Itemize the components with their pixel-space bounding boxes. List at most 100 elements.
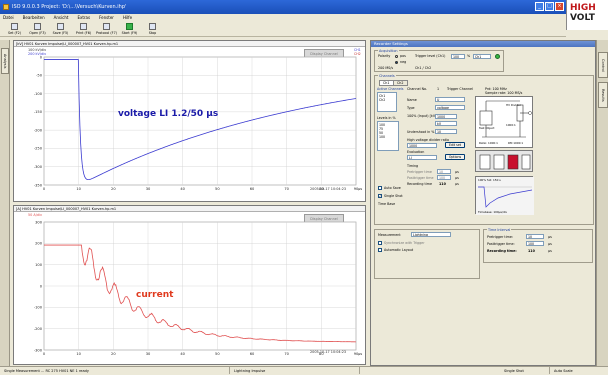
pre-input[interactable]: 10 [526, 234, 544, 239]
toolbar-protocol-button[interactable]: Protocol (F7) [95, 22, 118, 36]
toolbar-print-button[interactable]: Print (F6) [72, 22, 95, 36]
y-tick-label: -200 [34, 128, 43, 132]
measurement-group: Measurement Lightning Synchronize with T… [374, 229, 480, 279]
input-value-field[interactable]: 1000 [435, 114, 457, 119]
status-led-icon [495, 54, 500, 59]
active-channels-list[interactable]: Ch1 Ch2 [377, 92, 397, 112]
posttrigger-input[interactable]: 100 [437, 175, 451, 180]
sample-rate-label: 200 MS/s [378, 66, 394, 70]
y-tick-label: -350 [34, 183, 43, 187]
input-unit-select[interactable]: kV [435, 121, 457, 126]
name-input[interactable]: U [435, 97, 465, 102]
recording-value: 110 [439, 182, 446, 186]
status-auto-scale: Auto Scale [554, 369, 573, 373]
menu-item-file[interactable]: Datei [3, 15, 14, 20]
levels-list[interactable]: 100 75 50 100 [377, 121, 399, 151]
preview-sub: Timebase: 100µs/div [478, 210, 508, 214]
type-select[interactable]: voltage [435, 105, 465, 110]
list-item[interactable]: 100 [379, 135, 386, 139]
toolbar: Set (F2) Open (F3) Save (F5) Print (F6) … [0, 22, 566, 37]
evaluation-select[interactable]: LI [407, 155, 437, 160]
list-item[interactable]: 50 [379, 131, 384, 135]
toolbar-label: Set (F2) [7, 31, 22, 35]
tab-analysis[interactable]: Analysis [1, 48, 9, 74]
voltage-plot-header: [kV] HV01 Kurven Impulse\LI_000007_HV01 … [14, 41, 365, 47]
voltage-scale-2: 200 kV/div [28, 52, 47, 56]
rec-label: Recording time: [487, 249, 517, 253]
toolbar-save-button[interactable]: Save (F5) [49, 22, 72, 36]
samples-label: Ch1 / Ch2 [415, 66, 432, 70]
sync-trigger-label: Synchronize with Trigger [384, 241, 425, 245]
menu-item-help[interactable]: Hilfe [122, 15, 133, 20]
polarity-pos-radio[interactable] [395, 55, 398, 58]
menu-item-extras[interactable]: Extras [77, 15, 91, 20]
close-button[interactable]: × [555, 2, 564, 11]
toolbar-set-button[interactable]: Set (F2) [3, 22, 26, 36]
sync-trigger-checkbox[interactable] [378, 241, 382, 245]
tab-results[interactable]: Results [598, 82, 608, 108]
rec-value: 110 [528, 249, 535, 253]
auto-save-label: Auto Save [384, 186, 401, 190]
tab-ch1[interactable]: Ch1 [379, 80, 394, 86]
trigger-unit-label: % [467, 54, 471, 58]
measurement-select[interactable]: Lightning [411, 232, 451, 237]
post-label: Posttrigger time: [487, 242, 515, 246]
list-item[interactable]: 100 [379, 123, 386, 127]
voltage-ch2-label: CH2 [354, 52, 361, 56]
channel-no-value: 1 [437, 87, 440, 91]
type-label: Type [407, 106, 415, 110]
tab-ch2[interactable]: Ch2 [393, 80, 408, 86]
auto-save-checkbox[interactable] [378, 186, 382, 190]
tab-control[interactable]: Control [598, 52, 608, 78]
auto-layout-checkbox[interactable] [378, 248, 382, 252]
list-item[interactable]: 75 [379, 127, 384, 131]
sample-info: Sample rate: 100 MS/s [485, 91, 523, 95]
voltage-annotation: voltage LI 1.2/50 µs [118, 109, 219, 119]
divider-ratio-input[interactable]: 1000 [407, 143, 437, 148]
single-shot-label: Single Shot [384, 194, 403, 198]
left-tab-strip: Analysis [0, 40, 10, 370]
acquisition-group: Acquisition Polarity pos neg Trigger lev… [374, 49, 504, 72]
pre-label: Pretrigger time: [487, 235, 513, 239]
trigger-level-input[interactable]: 100 [451, 54, 465, 59]
timing-label: Timing [407, 164, 419, 168]
menu-item-edit[interactable]: Bearbeiten [22, 15, 45, 20]
pre-unit: µs [548, 235, 552, 239]
post-input[interactable]: 100 [526, 241, 544, 246]
single-shot-checkbox[interactable]: ✓ [378, 194, 382, 198]
hv-divider-label: HV Divider [506, 103, 521, 107]
menu-item-view[interactable]: Ansicht [53, 15, 69, 20]
list-item[interactable]: Ch1 [379, 94, 386, 98]
undershoot-label: Undershoot in % [407, 130, 435, 134]
undershoot-input[interactable]: 10 [435, 129, 457, 134]
minimize-button[interactable]: _ [535, 2, 544, 11]
levels-label: Levels in % [377, 116, 396, 120]
x-tick-label: 90 [354, 352, 359, 356]
x-unit-label: µs [358, 187, 362, 191]
x-unit-label: µs [358, 352, 362, 356]
toolbar-stop-button[interactable]: Stop [141, 22, 164, 36]
edit-set-button[interactable]: Edit set [445, 142, 465, 148]
voltage-timestamp: 2005-10-17 10:04:23 [310, 187, 347, 191]
waveform-trace [44, 244, 357, 343]
y-tick-label: -250 [34, 147, 43, 151]
toolbar-open-button[interactable]: Open (F3) [26, 22, 49, 36]
input-label: 100% (Input) [kV] [407, 114, 437, 118]
polarity-neg-radio[interactable] [395, 61, 398, 64]
evaluation-label: Evaluation [407, 150, 425, 154]
toolbar-start-button[interactable]: Start (F9) [118, 22, 141, 36]
maximize-button[interactable]: □ [545, 2, 554, 11]
menu-item-window[interactable]: Fenster [99, 15, 114, 20]
options-button[interactable]: Options [445, 154, 465, 160]
list-item[interactable]: Ch2 [379, 98, 386, 102]
test-object-label: Test Object [479, 126, 495, 130]
trigger-channel-select[interactable]: Ch1 [473, 54, 491, 59]
protocol-icon [103, 23, 110, 30]
current-plot[interactable]: [A] HV01 Kurven Impulse\LI_000007_HV01 K… [13, 205, 366, 365]
voltage-scale-1: 100 kV/div [28, 48, 47, 52]
channel-selector-diagram[interactable] [475, 150, 533, 172]
toolbar-label: Print (F6) [75, 31, 92, 35]
channels-group: Channels Ch1 Ch2 Active Channels Ch1 Ch2… [374, 74, 594, 225]
voltage-plot[interactable]: [kV] HV01 Kurven Impulse\LI_000007_HV01 … [13, 40, 366, 202]
pretrigger-input[interactable]: 10 [437, 169, 451, 174]
